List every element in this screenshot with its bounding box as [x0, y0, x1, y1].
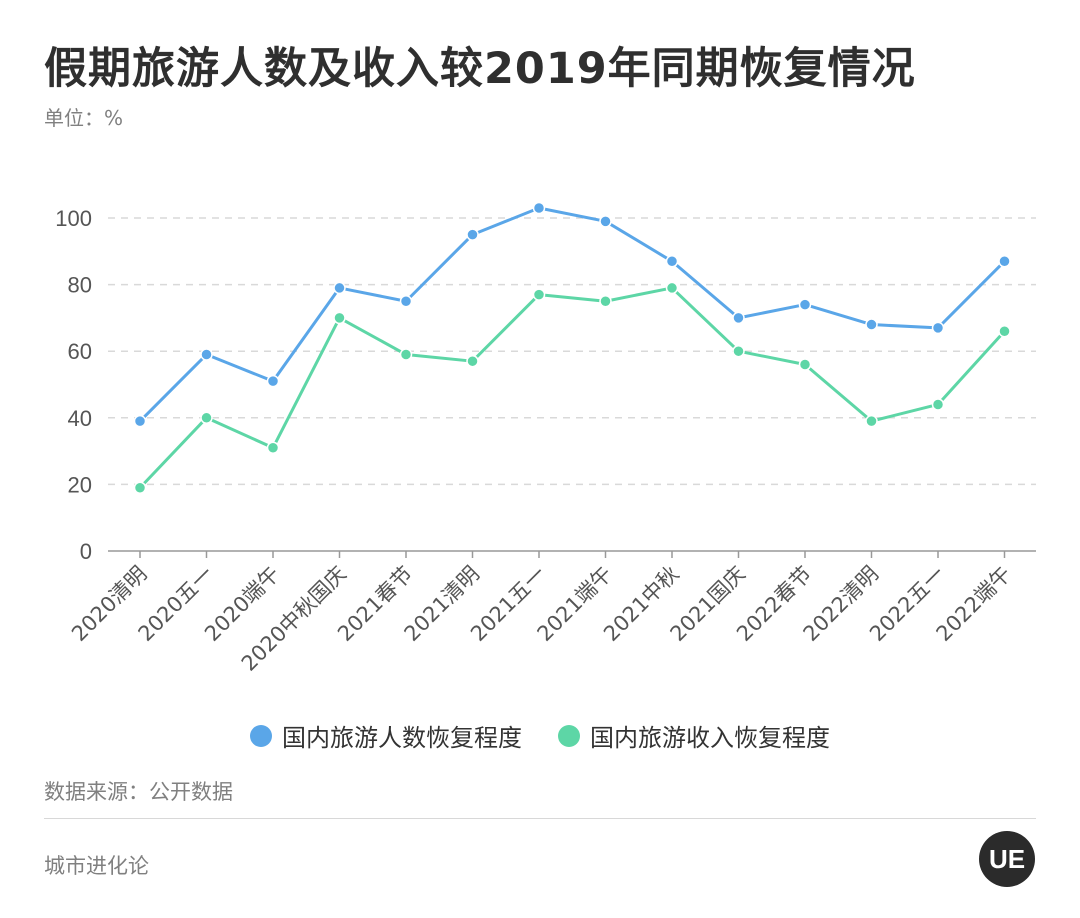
data-point-series-1 [466, 354, 479, 368]
y-tick-label: 20 [68, 472, 92, 497]
data-point-series-0 [266, 374, 280, 388]
data-point-series-1 [532, 288, 546, 301]
data-point-series-0 [732, 311, 745, 325]
data-point-series-1 [333, 311, 346, 325]
data-point-series-1 [798, 358, 812, 371]
legend-marker-revenue [558, 724, 580, 747]
y-tick-label: 80 [68, 273, 92, 298]
data-point-series-1 [133, 481, 147, 494]
data-point-series-1 [732, 344, 745, 358]
data-point-series-0 [133, 414, 147, 428]
data-point-series-1 [998, 324, 1011, 338]
data-point-series-0 [399, 295, 413, 308]
unit-label: 单位：% [44, 106, 124, 130]
data-point-series-0 [865, 318, 878, 331]
data-point-series-0 [466, 228, 479, 241]
chart-legend: 国内旅游人数恢复程度 国内旅游收入恢复程度 [0, 718, 1080, 753]
svg-text:UE: UE [989, 844, 1025, 874]
footer-divider [44, 818, 1036, 819]
chart-title: 假期旅游人数及收入较2019年同期恢复情况 [44, 44, 916, 94]
data-point-series-0 [665, 255, 679, 268]
data-point-series-1 [399, 348, 413, 361]
series-line-1 [138, 286, 1006, 489]
legend-marker-visitors [250, 724, 272, 747]
y-tick-label: 60 [68, 339, 92, 364]
data-point-series-1 [599, 295, 612, 308]
data-point-series-1 [865, 414, 878, 428]
legend-label-revenue: 国内旅游收入恢复程度 [590, 724, 830, 752]
data-point-series-1 [665, 281, 679, 295]
data-point-series-0 [798, 298, 812, 311]
data-point-series-1 [266, 441, 280, 455]
data-point-series-0 [200, 348, 213, 361]
data-point-series-1 [200, 411, 213, 425]
y-tick-label: 100 [55, 206, 92, 231]
legend-item-visitors: 国内旅游人数恢复程度 [250, 718, 522, 753]
brand-name: 城市进化论 [44, 854, 149, 878]
data-source: 数据来源：公开数据 [44, 780, 233, 804]
series-line-0 [138, 206, 1006, 423]
data-point-series-0 [998, 255, 1011, 268]
legend-item-revenue: 国内旅游收入恢复程度 [558, 718, 830, 753]
brand-logo: UE [979, 831, 1035, 887]
data-point-series-0 [931, 321, 945, 335]
data-point-series-0 [599, 215, 612, 228]
legend-label-visitors: 国内旅游人数恢复程度 [282, 724, 522, 752]
data-point-series-1 [931, 398, 945, 411]
y-tick-label: 0 [80, 539, 92, 564]
data-point-series-0 [333, 281, 346, 295]
y-tick-label: 40 [68, 406, 92, 431]
data-point-series-0 [532, 201, 546, 215]
